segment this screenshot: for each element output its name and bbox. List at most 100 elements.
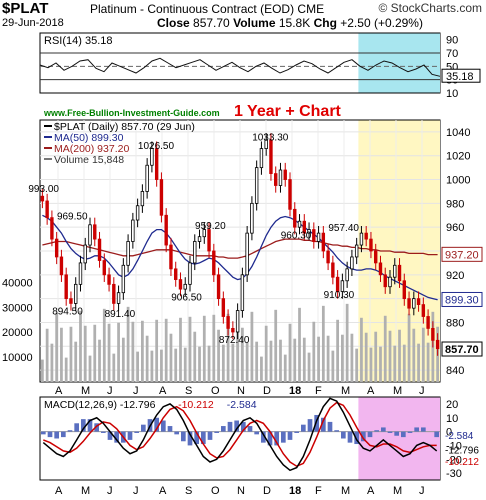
volume-bar (302, 337, 306, 382)
macd-histogram-bar (41, 431, 46, 435)
price-candle (116, 292, 121, 304)
volume-bar (121, 337, 125, 382)
price-month-label: M (81, 385, 90, 397)
symbol-title: $PLAT (2, 0, 49, 17)
volume-bar (107, 323, 111, 382)
macd-right-label: -2.584 (445, 431, 474, 442)
price-month-label: 18 (289, 385, 301, 397)
price-candle (193, 241, 197, 264)
price-candle (402, 280, 406, 300)
price-candle (178, 279, 183, 290)
macd-histogram-bar (387, 431, 393, 433)
volume-bar (217, 329, 220, 382)
volume-bar (388, 330, 392, 382)
price-candle (274, 173, 278, 186)
price-candle (293, 208, 297, 228)
price-candle (326, 250, 330, 264)
volume-bar (326, 335, 330, 382)
macd-histogram-bar (347, 431, 353, 443)
volume-bar (188, 316, 192, 382)
price-candle (69, 298, 73, 304)
chg-label: Chg (313, 16, 337, 30)
macd-histogram-bar (281, 431, 286, 443)
macd-histogram-bar (67, 430, 73, 432)
volume-bar (274, 309, 278, 382)
macd-tick-label: 20 (446, 399, 458, 411)
description-text: Platinum - Continuous Contract (EOD) (90, 2, 295, 16)
volume-bar (207, 345, 211, 382)
volume-bar (312, 321, 316, 382)
volume-bar (179, 317, 182, 382)
volume-bar (412, 328, 416, 382)
price-candle (321, 232, 326, 252)
price-point-label: 960.30 (281, 230, 312, 241)
price-candle (383, 274, 387, 288)
macd-month-label: M (393, 485, 402, 497)
rsi-last-box (441, 68, 481, 83)
price-candle (45, 200, 49, 219)
rsi-last-value: 35.18 (446, 71, 474, 83)
price-point-label: 959.20 (195, 221, 226, 232)
price-tick-label: 1040 (446, 127, 470, 139)
volume-bar (355, 348, 359, 382)
price-candle (231, 328, 235, 333)
price-candle (435, 339, 440, 350)
macd-histogram-bar (107, 431, 113, 440)
volume-bar (255, 341, 259, 382)
price-month-label: M (341, 385, 350, 397)
macd-histogram-bar (114, 431, 119, 443)
price-candle (107, 274, 111, 285)
rsi-legend: RSI(14) 35.18 (44, 35, 112, 47)
close-value: 857.70 (193, 16, 230, 30)
macd-month-label: A (55, 485, 63, 497)
price-candle (340, 280, 345, 292)
volume-bar (383, 315, 387, 382)
price-tick-label: 880 (446, 317, 464, 329)
volume-bar (193, 331, 197, 382)
macd-histogram-bar (201, 431, 206, 445)
right-value-box (441, 246, 483, 262)
volume-bar (393, 345, 397, 382)
price-candle (297, 220, 302, 228)
volume-bar (160, 349, 163, 382)
price-candle (245, 232, 249, 276)
macd-histogram-bar (414, 427, 419, 432)
close-label: Close (157, 16, 190, 30)
macd-month-label: F (315, 485, 322, 497)
price-legend-entry: MA(50) 899.30 (54, 132, 124, 144)
macd-histogram-bar (187, 431, 193, 446)
price-point-label: 910.30 (324, 290, 355, 301)
volume-bar (74, 341, 78, 382)
volume-tick-label: 40000 (2, 277, 33, 289)
price-candle (140, 191, 145, 207)
volume-bar (93, 324, 97, 382)
volume-bar (226, 313, 230, 382)
volume-bar (317, 336, 320, 382)
volume-bar (98, 339, 101, 382)
macd-histogram-bar (354, 431, 359, 445)
price-candle (388, 276, 392, 288)
price-candle (112, 283, 116, 304)
macd-histogram-bar (301, 424, 306, 432)
macd-histogram-bar (214, 431, 219, 433)
right-value-label: 899.30 (445, 294, 479, 306)
macd-histogram-bar (134, 431, 139, 433)
macd-legend-entry: -10.212 (178, 399, 214, 411)
volume-bar (288, 323, 292, 382)
macd-month-label: S (185, 485, 192, 497)
volume-bar (293, 338, 297, 382)
volume-bar (55, 312, 59, 382)
price-candle (412, 298, 416, 309)
macd-histogram-bar (127, 431, 133, 440)
macd-legend-entry: MACD(12,26,9) -12.796 (44, 399, 156, 411)
rsi-line (39, 57, 441, 77)
macd-line (42, 397, 438, 472)
price-candle (212, 250, 216, 276)
macd-month-label: O (211, 485, 220, 497)
macd-tick-label: -20 (446, 454, 462, 466)
rsi-highlight-zone (358, 33, 440, 93)
exchange-label: CME (297, 2, 325, 16)
macd-tick-label: 10 (446, 413, 458, 425)
macd-histogram-bar (221, 426, 226, 432)
